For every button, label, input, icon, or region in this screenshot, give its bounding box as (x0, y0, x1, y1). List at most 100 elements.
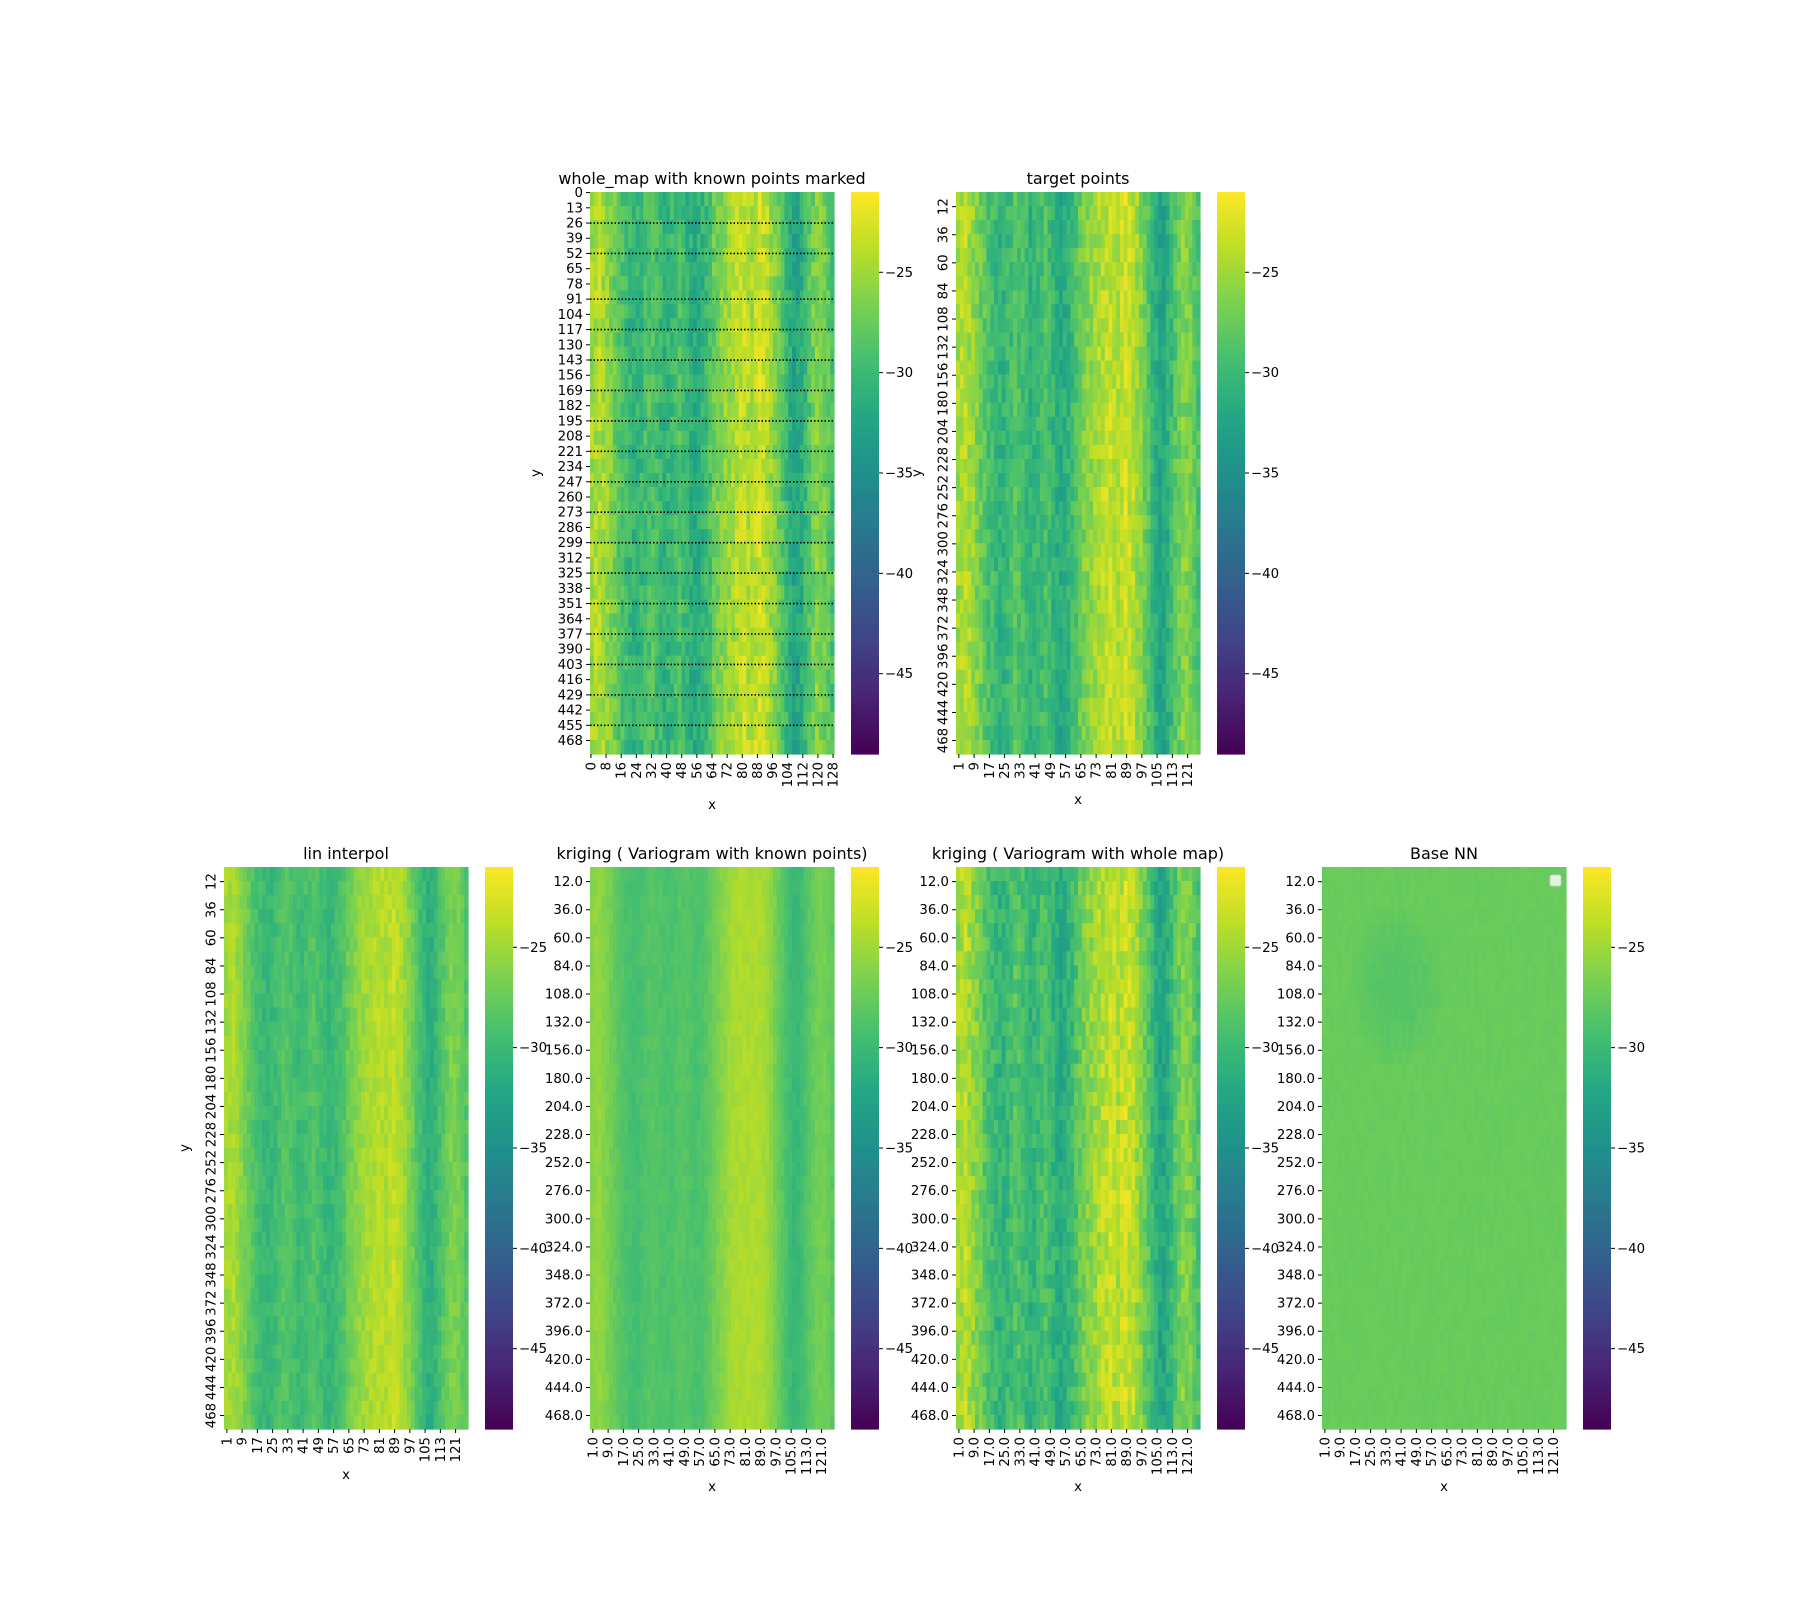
heatmap-cell (1051, 585, 1056, 601)
heatmap-cell (590, 473, 595, 488)
heatmap-cell (1150, 599, 1155, 615)
colorbar-tick-label: −45 (885, 667, 913, 682)
heatmap-cell (1028, 318, 1033, 334)
heatmap-cell (1104, 346, 1110, 362)
heatmap-cell (1188, 262, 1193, 277)
heatmap-cell (1024, 416, 1030, 432)
colorbar-segment (851, 618, 879, 625)
heatmap-cell (1055, 501, 1060, 516)
heatmap-cell (997, 613, 1003, 629)
heatmap-cell (689, 276, 694, 291)
heatmap-cell (593, 318, 599, 334)
heatmap-cell (666, 346, 671, 362)
heatmap-cell (811, 192, 816, 207)
heatmap-cell (712, 304, 717, 320)
heatmap-cell (593, 725, 599, 741)
heatmap-cell (830, 458, 835, 474)
heatmap-cell (696, 430, 702, 446)
heatmap-cell (830, 725, 835, 741)
heatmap-cell (715, 360, 721, 376)
heatmap-cell (967, 501, 972, 516)
heatmap-cell (1089, 206, 1094, 221)
heatmap-cell (1161, 444, 1167, 460)
heatmap-cell (769, 458, 774, 474)
heatmap-cell (738, 683, 744, 699)
heatmap-cell (681, 360, 686, 376)
heatmap-cell (605, 697, 610, 713)
heatmap-cell (742, 529, 747, 544)
heatmap-cell (1074, 529, 1079, 544)
heatmap-cell (719, 192, 725, 207)
heatmap-cell (1196, 543, 1201, 558)
heatmap-cell (1017, 304, 1022, 320)
heatmap-cell (757, 458, 763, 474)
heatmap-cell (731, 388, 736, 404)
heatmap-cell (1177, 318, 1182, 334)
heatmap-cell (715, 515, 721, 530)
heatmap-cell (719, 360, 725, 376)
heatmap-cell (593, 599, 599, 615)
heatmap-cell (689, 192, 694, 207)
heatmap-cell (1043, 571, 1049, 586)
heatmap-cell (1024, 220, 1030, 235)
heatmap-cell (673, 599, 679, 615)
heatmap-cell (609, 501, 614, 516)
heatmap-cell (1127, 304, 1132, 320)
colorbar-segment (851, 362, 879, 369)
heatmap-cell (1112, 571, 1117, 586)
heatmap-cell (1161, 234, 1167, 249)
heatmap-cell (677, 473, 683, 488)
heatmap-cell (1081, 655, 1087, 671)
heatmap-cell (692, 290, 698, 305)
heatmap-cell (662, 262, 667, 277)
heatmap-cell (761, 725, 766, 741)
heatmap-cell (742, 599, 747, 615)
heatmap-cell (1066, 402, 1071, 418)
heatmap-cell (811, 515, 816, 530)
heatmap-cell (1062, 234, 1068, 249)
heatmap-cell (727, 374, 732, 390)
heatmap-cell (1184, 276, 1190, 291)
heatmap-cell (1188, 529, 1193, 544)
heatmap-cell (757, 627, 763, 643)
heatmap-cell (1062, 416, 1068, 432)
heatmap-cell (826, 627, 831, 643)
heatmap-cell (757, 669, 763, 685)
heatmap-cell (658, 585, 664, 601)
heatmap-cell (1158, 318, 1163, 334)
heatmap-cell (700, 332, 705, 348)
heatmap-cell (662, 669, 667, 685)
heatmap-cell (731, 557, 736, 572)
heatmap-cell (1161, 543, 1167, 558)
heatmap-cell (1047, 346, 1052, 362)
heatmap-cell (963, 473, 969, 488)
heatmap-cell (750, 192, 755, 207)
heatmap-cell (1009, 655, 1014, 671)
heatmap-cell (597, 318, 603, 334)
heatmap-cell (1119, 248, 1125, 263)
heatmap-cell (1142, 655, 1148, 671)
heatmap-cell (963, 655, 969, 671)
heatmap-cell (1047, 529, 1052, 544)
heatmap-cell (1055, 641, 1060, 657)
heatmap-cell (1024, 402, 1030, 418)
colorbar-segment (851, 553, 879, 559)
heatmap-cell (631, 529, 637, 544)
heatmap-cell (685, 711, 690, 727)
heatmap-cell (1020, 360, 1026, 376)
heatmap-cell (784, 599, 789, 615)
heatmap-cell (1180, 332, 1186, 348)
heatmap-cell (990, 641, 995, 657)
heatmap-cell (700, 613, 705, 629)
heatmap-cell (727, 655, 732, 671)
heatmap-cell (795, 613, 801, 629)
heatmap-cell (696, 725, 702, 741)
heatmap-cell (799, 248, 805, 263)
heatmap-cell (639, 599, 644, 615)
heatmap-cell (761, 304, 766, 320)
heatmap-cell (1009, 585, 1014, 601)
heatmap-cell (1070, 374, 1075, 390)
heatmap-cell (590, 543, 595, 558)
heatmap-cell (605, 515, 610, 530)
heatmap-cell (647, 374, 652, 390)
